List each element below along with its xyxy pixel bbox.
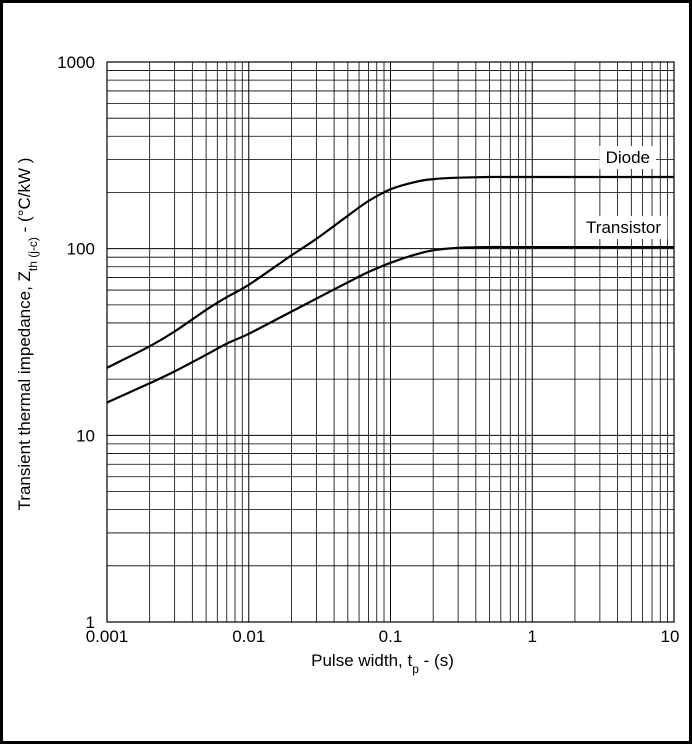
curve-transistor <box>106 245 674 404</box>
x-axis-title-main: Pulse width, t <box>311 651 412 670</box>
y-axis-title: Transient thermal impedance, Zth (j-c) -… <box>15 158 40 511</box>
curves <box>106 175 674 404</box>
x-axis-title: Pulse width, tp - (s) <box>311 651 454 676</box>
y-tick-label: 10 <box>76 426 95 445</box>
series-label-background <box>580 216 668 240</box>
y-tick-label: 100 <box>67 240 95 259</box>
x-axis-title-sub: p <box>412 662 419 676</box>
series-label-background <box>599 146 656 170</box>
y-tick-label: 1 <box>86 613 95 632</box>
series-label-diode: Diode <box>606 148 650 167</box>
y-axis-title-main: Transient thermal impedance, Z <box>15 271 34 510</box>
y-axis-title-sub: th (j-c) <box>26 237 40 271</box>
tick-labels: 0.001 0.01 0.1 1 10 1 10 100 1000 <box>57 53 679 646</box>
y-axis-title-tail: - (°C/kW ) <box>15 158 34 238</box>
x-tick-label: 0.001 <box>86 627 129 646</box>
series-label-transistor: Transistor <box>586 218 661 237</box>
x-axis-title-tail: - (s) <box>419 651 454 670</box>
x-tick-label: 0.01 <box>232 627 265 646</box>
x-tick-label: 1 <box>528 627 537 646</box>
x-tick-label: 0.1 <box>379 627 403 646</box>
plot-border <box>106 61 675 623</box>
x-tick-label: 10 <box>661 627 680 646</box>
grid <box>106 61 675 623</box>
series-labels: Diode Transistor <box>580 146 668 240</box>
curve-diode <box>106 175 674 369</box>
y-tick-label: 1000 <box>57 53 95 72</box>
